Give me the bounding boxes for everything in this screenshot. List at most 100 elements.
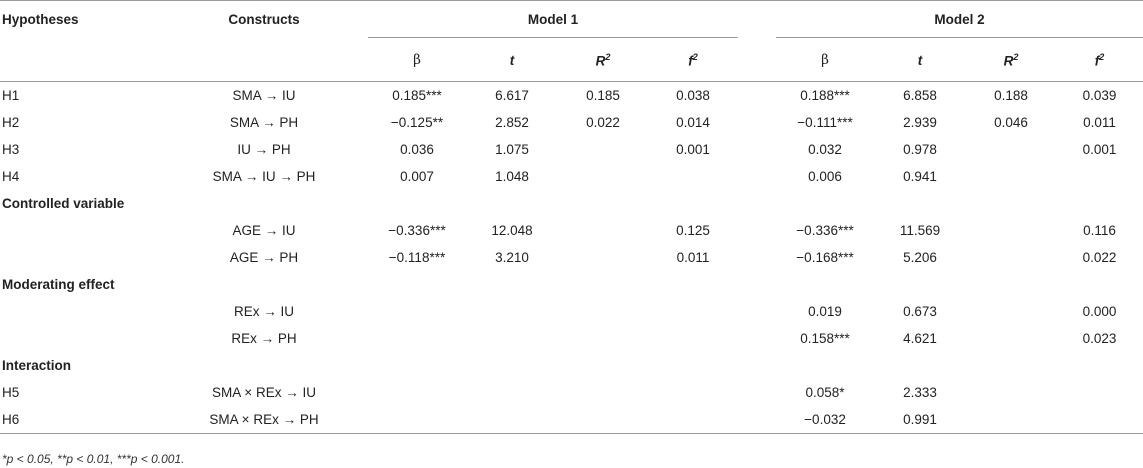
header-model-1: Model 1 [527,12,579,27]
hypothesis-cell [0,217,160,244]
value-cell-f1: 0.001 [676,142,710,157]
spacer-cell [738,325,776,352]
value-cell-r1: 0.185 [586,88,620,103]
hypothesis-cell: H3 [2,142,20,157]
construct-cell: REx → IU [233,304,294,319]
construct-cell: AGE → IU [232,223,296,238]
header-beta-m2: β [821,52,829,68]
value-cell-r2 [966,379,1056,406]
value-cell-b1: 0.185*** [392,88,442,103]
value-cell-f2 [1056,379,1143,406]
value-cell-b2: −0.168*** [796,250,854,265]
model-1-rule [368,37,738,38]
value-cell-f2: 0.039 [1082,88,1117,103]
table-row: AGE → IU −0.336*** 12.048 0.125 −0.336*** 11.… [0,217,1143,244]
hypothesis-cell [0,298,160,325]
value-cell-r2 [966,244,1056,271]
table-row: REx → PH 0.158*** 4.621 0.023 [0,325,1143,352]
value-cell-f2: 0.022 [1082,250,1117,265]
value-cell-b1 [368,298,466,325]
value-cell-f1: 0.038 [676,88,710,103]
value-cell-t2: 5.206 [903,250,937,265]
construct-cell: SMA × REx → IU [212,385,316,400]
value-cell-b1: −0.125** [390,115,444,130]
value-cell-b2: 0.058* [805,385,845,400]
spacer-cell [738,217,776,244]
value-cell-r1 [558,406,648,434]
table-row: AGE → PH −0.118*** 3.210 0.011 −0.168*** 5.20… [0,244,1143,271]
value-cell-f2: 0.116 [1083,223,1116,238]
hypothesis-cell: H6 [0,406,160,434]
value-cell-r2 [966,406,1057,434]
header-row-stats: β t R2 f2 β t R2 f2 [0,38,1143,82]
header-t-m1: t [509,52,515,68]
value-cell-t2: 0.978 [903,142,937,157]
value-cell-t1 [466,325,558,352]
hypothesis-cell [0,325,160,352]
value-cell-f2: 0.000 [1082,304,1117,319]
table-row: H4 SMA → IU → PH 0.007 1.048 0.006 0.941 [0,163,1143,190]
construct-cell: SMA → IU → PH [212,169,316,184]
spacer-cell [738,406,777,434]
value-cell-t2: 4.621 [903,331,937,346]
value-cell-f1 [648,406,739,434]
value-cell-r2 [966,325,1056,352]
value-cell-r2 [966,298,1056,325]
section-header-row: Moderating effect [0,271,1143,298]
value-cell-f1: 0.011 [676,250,710,265]
value-cell-f2: 0.011 [1083,115,1116,130]
value-cell-b1: 0.007 [400,169,434,184]
header-bottom-rule [0,81,1143,82]
header-r2-m2: R2 [1003,51,1019,69]
hypothesis-cell: H1 [2,88,20,103]
table-row: H5 SMA × REx → IU 0.058* 2.333 [0,379,1143,406]
results-table: Hypotheses Constructs Model 1 Model 2 β … [0,0,1143,434]
value-cell-t1: 3.210 [495,250,529,265]
value-cell-r1 [558,217,648,244]
value-cell-r2 [966,163,1056,190]
hypothesis-cell: H4 [2,169,20,184]
value-cell-r1 [558,163,648,190]
value-cell-t2: 6.858 [903,88,937,103]
spacer-cell [738,136,776,163]
value-cell-r2 [966,217,1056,244]
value-cell-b2: 0.006 [808,169,842,184]
model-2-rule [776,37,1143,38]
table-row: H6 SMA × REx → PH −0.032 0.991 [0,406,1143,434]
value-cell-t1 [466,379,558,406]
value-cell-t2: 2.939 [903,115,937,130]
value-cell-f1: 0.014 [676,115,710,130]
table-row: H1 SMA → IU 0.185*** 6.617 0.185 0.038 0.188**… [0,82,1143,109]
value-cell-b1: 0.036 [400,142,434,157]
value-cell-b1 [368,406,466,434]
header-f2-m1: f2 [688,51,698,69]
construct-cell: SMA → IU [232,88,296,103]
value-cell-r1 [558,136,648,163]
value-cell-b2: 0.032 [808,142,842,157]
section-label: Moderating effect [2,277,115,292]
value-cell-f1 [648,163,738,190]
spacer-cell [738,379,776,406]
value-cell-f1 [648,379,738,406]
value-cell-b1: −0.336*** [388,223,446,238]
value-cell-f2: 0.023 [1082,331,1117,346]
value-cell-f1 [648,298,738,325]
spacer-cell [738,82,776,109]
value-cell-t2: 0.941 [903,169,937,184]
value-cell-f1: 0.125 [676,223,710,238]
table-row: REx → IU 0.019 0.673 0.000 [0,298,1143,325]
value-cell-r1 [558,325,648,352]
value-cell-b2: 0.158*** [800,331,850,346]
section-label: Controlled variable [2,196,125,211]
table-body: H1 SMA → IU 0.185*** 6.617 0.185 0.038 0.188**… [0,82,1143,434]
value-cell-t1: 12.048 [491,223,533,238]
value-cell-f1 [648,325,738,352]
header-hypotheses: Hypotheses [2,12,79,27]
construct-cell: AGE → PH [229,250,299,265]
construct-cell: IU → PH [237,142,291,157]
value-cell-r1 [558,244,648,271]
value-cell-r2 [966,136,1056,163]
value-cell-t1: 6.617 [495,88,529,103]
spacer-cell [738,109,776,136]
